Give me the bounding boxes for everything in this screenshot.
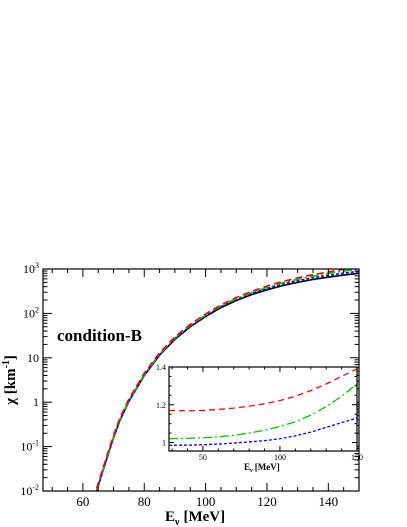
inset-y-axis: 1 1.2 1.4 bbox=[156, 363, 357, 448]
main-x-tick-label: 140 bbox=[319, 494, 339, 509]
main-x-tick-label: 100 bbox=[196, 494, 216, 509]
main-y-tick-label: 10 bbox=[27, 351, 39, 365]
inset-series-group bbox=[169, 368, 357, 446]
main-x-axis-label: Eν [MeV] bbox=[165, 509, 225, 527]
main-series-group bbox=[95, 269, 359, 491]
inset-y-tick-label: 1.2 bbox=[156, 401, 166, 410]
inset-series-line-0 bbox=[169, 368, 357, 412]
main-x-tick-label: 60 bbox=[76, 494, 89, 509]
main-x-axis: 60 80 100 120 140 bbox=[51, 269, 360, 509]
main-y-tick-label: 10-2 bbox=[20, 483, 39, 498]
inset-x-axis-label: Eν [MeV] bbox=[244, 462, 280, 474]
inset-x-tick-label: 50 bbox=[199, 453, 207, 462]
main-y-tick-label: 10-1 bbox=[20, 439, 39, 454]
main-y-tick-label: 102 bbox=[23, 305, 39, 320]
main-series-line-3 bbox=[95, 269, 352, 489]
inset-x-tick-label: 100 bbox=[274, 453, 286, 462]
inset-plot: 50 100 150 1 1.2 1.4 Eν [MeV] bbox=[156, 363, 363, 474]
condition-annotation: condition-B bbox=[57, 326, 142, 345]
main-x-tick-label: 120 bbox=[257, 494, 277, 509]
inset-x-tick-label: 150 bbox=[351, 453, 363, 462]
inset-background bbox=[169, 367, 357, 451]
main-y-tick-label: 1 bbox=[33, 395, 39, 409]
inset-y-tick-label: 1 bbox=[162, 439, 166, 448]
main-plot: 60 80 100 120 140 10-2 10-1 1 10 102 103 conditio… bbox=[1, 261, 360, 527]
main-x-tick-label: 80 bbox=[138, 494, 151, 509]
inset-plot-frame bbox=[168, 366, 358, 452]
main-series-line-2 bbox=[95, 269, 359, 491]
inset-y-tick-label: 1.4 bbox=[156, 363, 166, 372]
main-y-tick-label: 103 bbox=[23, 261, 39, 276]
main-y-axis-label: χ [km-1] bbox=[1, 355, 19, 406]
main-plot-frame bbox=[42, 268, 360, 492]
inset-x-axis: 50 100 150 bbox=[171, 367, 363, 462]
inset-series-line-2 bbox=[169, 417, 357, 446]
